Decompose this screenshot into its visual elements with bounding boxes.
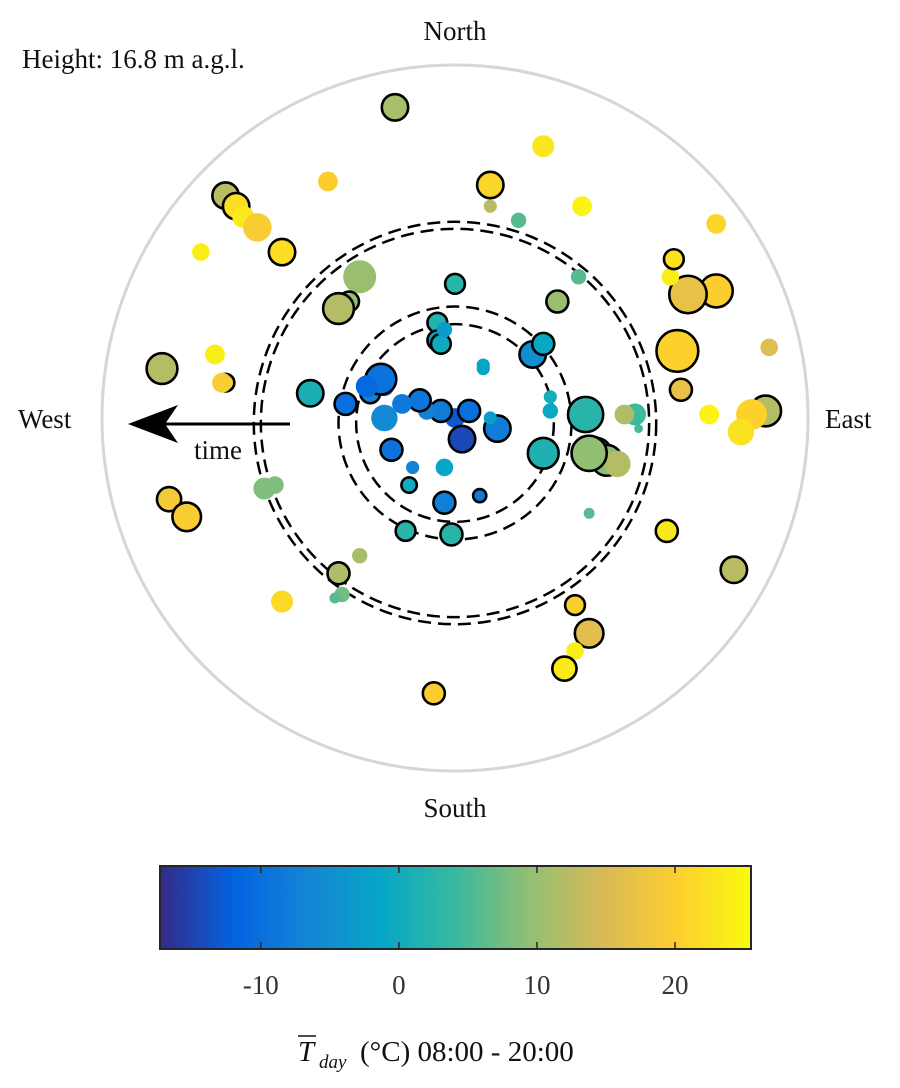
east-label: East (825, 404, 872, 434)
data-point (570, 269, 587, 285)
data-point (566, 642, 584, 660)
data-point (668, 377, 694, 403)
data-point (429, 332, 453, 356)
data-point (655, 328, 700, 374)
colorbar-tick-label: 10 (523, 970, 550, 1000)
south-label: South (423, 793, 487, 823)
data-point (436, 322, 453, 338)
data-point (439, 522, 464, 547)
data-point (326, 561, 351, 586)
data-point (155, 485, 183, 513)
data-point (171, 501, 203, 533)
data-point (572, 196, 592, 217)
data-point (526, 436, 560, 470)
data-point (432, 490, 457, 516)
colorbar-tick-label: 0 (392, 970, 406, 1000)
data-point (271, 590, 294, 613)
data-point (634, 424, 643, 433)
colorbar-tick-label: 20 (662, 970, 689, 1000)
data-point (483, 199, 497, 213)
data-point (573, 617, 605, 649)
data-point (510, 212, 527, 229)
data-point (662, 247, 686, 271)
data-point (545, 289, 570, 314)
data-point (212, 372, 232, 393)
data-point (476, 361, 490, 376)
data-point (570, 434, 609, 473)
north-label: North (424, 16, 487, 46)
colorbar-label: T day (°C) 08:00 - 20:00 (298, 1035, 574, 1073)
data-point (542, 403, 559, 419)
data-point (471, 487, 488, 504)
dashed-circle (354, 322, 556, 524)
data-point (321, 291, 356, 326)
polar-boundary-circle (100, 63, 810, 773)
data-point (760, 338, 778, 357)
data-point (267, 237, 297, 267)
data-point (727, 418, 755, 446)
data-point (583, 507, 595, 519)
data-point (654, 518, 680, 544)
data-point (563, 593, 587, 617)
data-point (435, 458, 454, 477)
data-point (243, 213, 272, 242)
colorbar-tick-label: -10 (243, 970, 279, 1000)
data-point (604, 450, 631, 478)
data-point (145, 351, 179, 386)
data-point (543, 390, 557, 404)
colorbar (159, 865, 752, 950)
data-point (407, 388, 433, 413)
colorbar-label-suffix: (°C) 08:00 - 20:00 (360, 1036, 574, 1068)
colorbar-label-symbol: T (298, 1036, 316, 1068)
data-point (379, 437, 404, 463)
data-point (532, 135, 555, 158)
data-point (318, 171, 338, 192)
data-point (551, 655, 578, 683)
time-arrow-label: time (194, 435, 242, 465)
data-point (394, 519, 417, 543)
data-point (380, 92, 410, 122)
data-point (421, 681, 447, 706)
data-point (614, 404, 635, 425)
data-point (329, 592, 341, 604)
time-arrow-head (128, 405, 178, 443)
data-points (145, 92, 783, 706)
data-point (443, 272, 467, 296)
data-point (661, 268, 680, 286)
data-point (371, 404, 398, 432)
data-point (392, 393, 412, 414)
colorbar-ticks: -10 0 10 20 (243, 866, 689, 1000)
data-point (483, 411, 497, 425)
data-point (333, 391, 358, 417)
data-point (192, 243, 210, 261)
colorbar-label-subscript: day (319, 1052, 347, 1073)
data-point (205, 344, 225, 365)
data-point (447, 424, 477, 454)
data-point (706, 213, 727, 234)
data-point (530, 331, 556, 357)
data-point (667, 274, 708, 315)
data-point (355, 375, 378, 398)
data-point (475, 170, 505, 200)
height-label: Height: 16.8 m a.g.l. (22, 44, 245, 74)
data-point (699, 404, 720, 425)
data-point (566, 395, 605, 434)
data-point (406, 460, 420, 475)
data-point (456, 398, 482, 424)
data-point (295, 378, 325, 408)
data-point (351, 547, 368, 564)
data-point (719, 555, 749, 585)
time-arrow (128, 405, 290, 443)
data-point (253, 477, 276, 500)
data-point (400, 476, 419, 495)
data-point (343, 260, 377, 294)
west-label: West (18, 404, 72, 434)
